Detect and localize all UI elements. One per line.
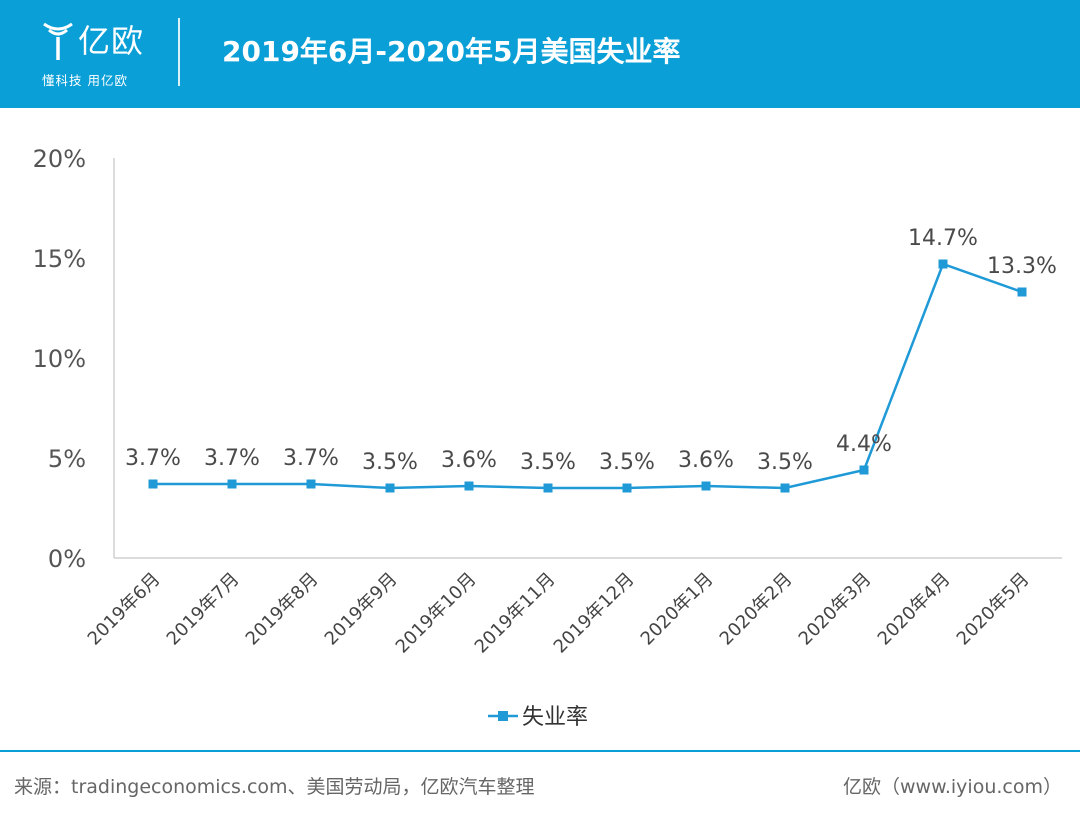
x-tick-label: 2019年10月 <box>392 569 481 658</box>
x-tick-label: 2020年1月 <box>637 569 718 650</box>
x-tick-label: 2020年5月 <box>953 569 1034 650</box>
data-point-marker <box>543 483 553 493</box>
x-tick-label: 2019年9月 <box>321 569 402 650</box>
data-label: 3.5% <box>757 450 813 475</box>
x-tick-label: 2020年4月 <box>874 569 955 650</box>
x-tick-label: 2019年11月 <box>471 569 560 658</box>
x-tick-label: 2019年8月 <box>242 569 323 650</box>
legend-label: 失业率 <box>522 705 588 730</box>
y-tick-label: 5% <box>48 445 86 473</box>
data-point-marker <box>148 479 158 489</box>
y-tick-label: 10% <box>33 345 86 373</box>
data-point-marker <box>385 483 395 493</box>
data-point-marker <box>464 481 474 491</box>
x-tick-label: 2019年6月 <box>84 569 165 650</box>
header-divider <box>178 18 180 86</box>
data-label: 3.5% <box>599 450 655 475</box>
legend: 失业率 <box>488 705 588 730</box>
data-label: 3.5% <box>520 450 576 475</box>
header-banner: 亿欧 懂科技 用亿欧 2019年6月-2020年5月美国失业率 <box>0 0 1080 108</box>
data-label: 3.7% <box>125 446 181 471</box>
y-axis-labels: 0% 5% 10% 15% 20% <box>33 145 86 573</box>
data-point-marker <box>701 481 711 491</box>
data-point-marker <box>227 479 237 489</box>
x-tick-label: 2020年2月 <box>716 569 797 650</box>
x-tick-label: 2020年3月 <box>795 569 876 650</box>
y-tick-label: 0% <box>48 545 86 573</box>
data-label: 3.6% <box>678 448 734 473</box>
series-markers <box>148 259 1027 493</box>
footer-divider <box>0 750 1080 752</box>
data-point-marker <box>859 465 869 475</box>
data-point-marker <box>622 483 632 493</box>
logo-name: 亿欧 <box>78 22 145 60</box>
data-point-marker <box>1017 287 1027 297</box>
data-label: 3.7% <box>283 446 339 471</box>
logo-slogan: 懂科技 用亿欧 <box>42 73 128 88</box>
logo-icon <box>43 22 73 60</box>
series-line-unemployment <box>153 262 1023 490</box>
data-label: 3.7% <box>204 446 260 471</box>
x-axis-labels: 2019年6月2019年7月2019年8月2019年9月2019年10月2019… <box>84 569 1034 658</box>
source-note: 来源：tradingeconomics.com、美国劳动局，亿欧汽车整理 <box>14 776 535 798</box>
data-label: 14.7% <box>908 226 978 251</box>
data-point-marker <box>306 479 316 489</box>
unemployment-line-chart: 0%5%10%15%20% 2019年6月2019年7月2019年8月2019年… <box>33 145 1062 730</box>
data-label: 3.6% <box>441 448 497 473</box>
data-labels: 3.7% 3.7% 3.7% 3.5% 3.6% 3.5% 3.5% 3.6% 3.5% 4.4%… <box>125 226 1057 475</box>
y-tick-label: 20% <box>33 145 86 173</box>
data-point-marker <box>938 259 948 269</box>
footer-brand: 亿欧（www.iyiou.com） <box>842 776 1062 798</box>
x-tick-label: 2019年12月 <box>550 569 639 658</box>
data-label: 4.4% <box>836 432 892 457</box>
y-tick-label: 15% <box>33 245 86 273</box>
data-label: 3.5% <box>362 450 418 475</box>
x-tick-label: 2019年7月 <box>163 569 244 650</box>
data-point-marker <box>780 483 790 493</box>
data-label: 13.3% <box>987 254 1057 279</box>
legend-marker-icon <box>498 711 508 721</box>
page-title: 2019年6月-2020年5月美国失业率 <box>222 35 681 68</box>
